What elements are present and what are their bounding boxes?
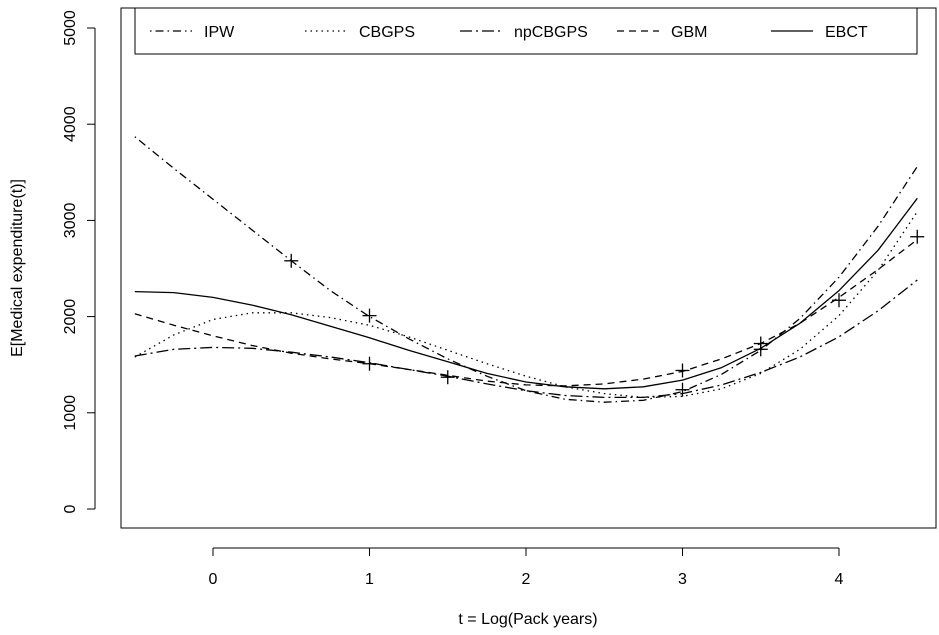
- y-tick-label: 1000: [62, 395, 79, 431]
- plot-area: [120, 7, 937, 529]
- series-lines: [134, 136, 918, 403]
- y-tick-label: 4000: [62, 106, 79, 142]
- legend-label-ebct: EBCT: [825, 24, 868, 41]
- legend-label-npcbgps: npCBGPS: [514, 24, 588, 41]
- y-tick-label: 3000: [62, 203, 79, 239]
- series-line-ipw: [134, 136, 918, 403]
- cross-marker: [753, 342, 768, 357]
- cross-marker: [284, 253, 299, 268]
- y-axis-title: E[Medical expenditure(t)]: [9, 179, 26, 357]
- y-tick-label: 2000: [62, 299, 79, 335]
- markers: [284, 229, 925, 397]
- legend-label-cbgps: CBGPS: [359, 24, 415, 41]
- cross-marker: [362, 308, 377, 323]
- legend-label-ipw: IPW: [204, 24, 235, 41]
- cross-marker: [675, 363, 690, 378]
- cross-marker: [675, 382, 690, 397]
- y-axis: 0 1000 2000 3000 4000 5000: [62, 10, 96, 513]
- legend: IPW CBGPS npCBGPS GBM EBCT: [134, 7, 918, 55]
- x-tick-label: 2: [522, 571, 531, 588]
- cross-marker: [362, 356, 377, 371]
- x-tick-label: 4: [835, 571, 844, 588]
- x-tick-label: 1: [365, 571, 374, 588]
- x-tick-label: 3: [678, 571, 687, 588]
- y-tick-label: 5000: [62, 10, 79, 46]
- cross-marker: [832, 293, 846, 308]
- series-line-npcbgps: [134, 279, 918, 399]
- y-tick-label: 0: [62, 504, 79, 513]
- series-line-ebct: [134, 197, 918, 390]
- x-axis: 0 1 2 3 4: [209, 547, 844, 588]
- x-axis-title: t = Log(Pack years): [458, 611, 597, 628]
- cross-marker: [910, 229, 925, 244]
- series-line-gbm: [134, 239, 918, 387]
- cross-marker: [440, 370, 455, 385]
- plot-frame: [120, 7, 937, 529]
- x-tick-label: 0: [209, 571, 218, 588]
- legend-label-gbm: GBM: [671, 24, 707, 41]
